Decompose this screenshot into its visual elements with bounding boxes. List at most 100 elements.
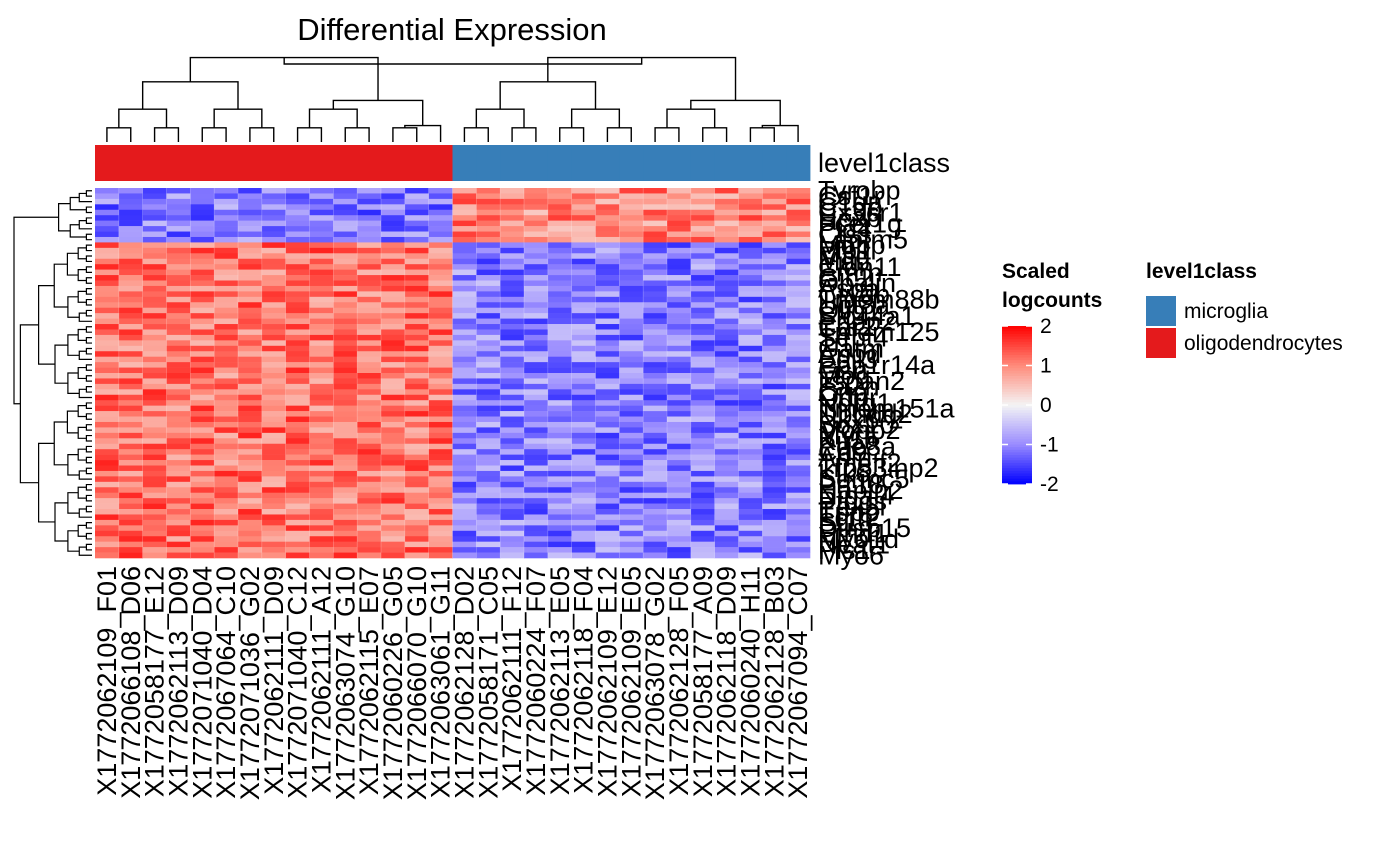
heatmap-cell	[428, 340, 453, 347]
heatmap-cell	[547, 253, 572, 260]
heatmap-cell	[333, 460, 358, 466]
legend-gradient-step	[1002, 426, 1032, 430]
heatmap-cell	[333, 253, 358, 260]
heatmap-cell	[357, 280, 382, 287]
dendrogram-branch	[332, 99, 424, 126]
heatmap-cell	[762, 351, 787, 357]
dendrogram-branch	[118, 108, 168, 128]
heatmap-cell	[500, 394, 525, 401]
heatmap-cell	[95, 204, 120, 211]
heatmap-cell	[309, 215, 334, 221]
heatmap-cell	[404, 411, 429, 417]
heatmap-cell	[762, 547, 787, 553]
dendrogram-branch	[85, 347, 92, 355]
heatmap-cell	[309, 313, 334, 319]
heatmap-cell	[381, 541, 406, 548]
heatmap-cell	[667, 236, 692, 243]
heatmap-cell	[714, 470, 739, 477]
heatmap-cell	[357, 334, 382, 341]
heatmap-cell	[762, 530, 787, 537]
legend-gradient-step	[1002, 347, 1032, 351]
heatmap-cell	[571, 492, 596, 499]
heatmap-cell	[214, 313, 239, 319]
heatmap-cell	[238, 188, 263, 194]
dendrogram-branch	[54, 502, 68, 542]
heatmap-cell	[571, 536, 596, 542]
heatmap-cell	[476, 253, 501, 260]
heatmap-cell	[714, 253, 739, 260]
heatmap-cell	[714, 519, 739, 526]
legend-gradient-step	[1002, 462, 1032, 466]
heatmap-cell	[738, 411, 763, 417]
heatmap-cell	[142, 345, 167, 352]
heatmap-cell	[166, 530, 191, 537]
heatmap-cell	[214, 318, 239, 325]
heatmap-cell	[118, 519, 143, 526]
heatmap-cell	[285, 231, 310, 238]
heatmap-cell	[214, 258, 239, 265]
heatmap-cell	[476, 443, 501, 450]
heatmap-cell	[786, 302, 811, 308]
heatmap-cell	[357, 351, 382, 357]
heatmap-cell	[333, 514, 358, 521]
heatmap-cell	[357, 536, 382, 542]
heatmap-cell	[309, 536, 334, 542]
heatmap-cell	[404, 362, 429, 368]
heatmap-cell	[95, 454, 120, 461]
heatmap-cell	[667, 356, 692, 363]
heatmap-cell	[404, 258, 429, 265]
heatmap-cell	[476, 438, 501, 445]
heatmap-cell	[238, 340, 263, 347]
legend-gradient-step	[1002, 470, 1032, 474]
heatmap-cell	[619, 378, 644, 385]
dendrogram-branch	[69, 196, 87, 211]
heatmap-cell	[404, 302, 429, 308]
heatmap-cell	[261, 345, 286, 352]
heatmap-cell	[452, 536, 477, 542]
heatmap-cell	[357, 242, 382, 249]
heatmap-cell	[452, 345, 477, 352]
heatmap-cell	[452, 514, 477, 521]
heatmap-cell	[786, 416, 811, 423]
heatmap-cell	[738, 318, 763, 325]
heatmap-cell	[428, 242, 453, 249]
heatmap-cell	[476, 362, 501, 368]
heatmap-cell	[95, 198, 120, 205]
heatmap-cell	[619, 487, 644, 493]
heatmap-cell	[595, 514, 620, 521]
heatmap-cell	[738, 389, 763, 396]
heatmap-cell	[762, 498, 787, 504]
heatmap-cell	[333, 552, 358, 559]
heatmap-cell	[500, 340, 525, 347]
heatmap-cell	[357, 307, 382, 314]
heatmap-cell	[142, 340, 167, 347]
heatmap-cell	[285, 536, 310, 542]
heatmap-cell	[238, 215, 263, 221]
row-label: Tmem125	[818, 317, 940, 347]
legend-gradient-step	[1002, 360, 1032, 364]
heatmap-cell	[786, 411, 811, 417]
heatmap-cell	[238, 541, 263, 548]
heatmap-cell	[500, 280, 525, 287]
heatmap-cell	[476, 188, 501, 194]
heatmap-cell	[166, 541, 191, 548]
heatmap-cell	[500, 236, 525, 243]
heatmap-cell	[619, 318, 644, 325]
heatmap-cell	[261, 275, 286, 281]
heatmap-cell	[786, 253, 811, 260]
row-label: Serinc5	[818, 464, 910, 494]
heatmap-cell	[524, 536, 549, 542]
heatmap-cell	[285, 313, 310, 319]
heatmap-cell	[595, 465, 620, 472]
heatmap-cell	[333, 438, 358, 445]
row-label: Plp1	[818, 236, 872, 266]
heatmap-cell	[118, 204, 143, 211]
heatmap-cell	[142, 296, 167, 303]
dendrogram-branch	[77, 328, 87, 341]
heatmap-cell	[667, 226, 692, 232]
heatmap-cell	[381, 188, 406, 194]
heatmap-cell	[476, 432, 501, 439]
heatmap-cell	[381, 215, 406, 221]
heatmap-cell	[738, 503, 763, 510]
heatmap-cell	[738, 188, 763, 194]
